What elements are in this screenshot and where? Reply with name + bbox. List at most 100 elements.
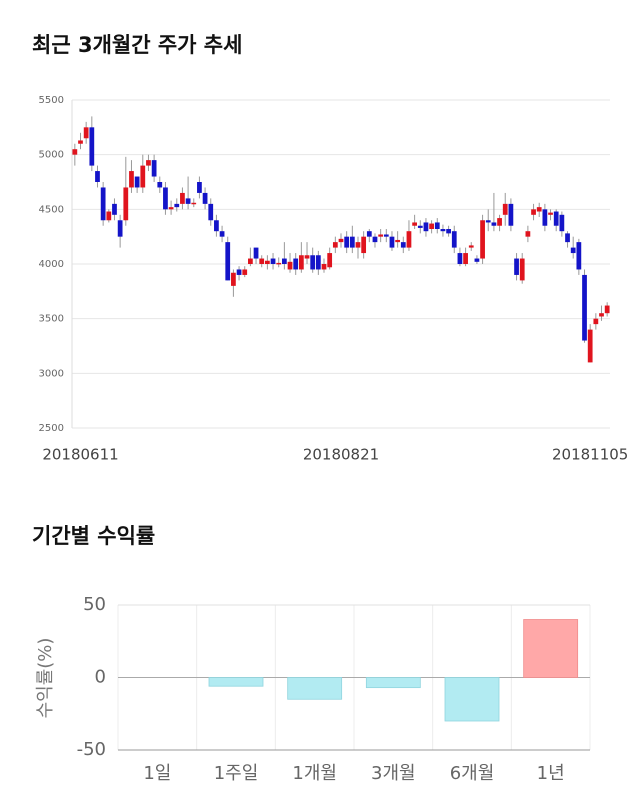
candle-body	[72, 149, 78, 155]
candle-body	[593, 318, 599, 325]
bar	[287, 677, 343, 700]
candle-body	[474, 258, 480, 262]
chart-title: 기간별 수익률	[32, 524, 155, 548]
candle-body	[519, 258, 525, 281]
candle-body	[502, 203, 508, 215]
candle-body	[366, 231, 372, 237]
candle-body	[281, 258, 287, 264]
candle-body	[412, 222, 417, 226]
candle-body	[451, 231, 457, 248]
candle-body	[270, 258, 276, 264]
candle-body	[191, 202, 197, 205]
candle-body	[100, 187, 106, 221]
candle-body	[417, 225, 423, 228]
candle-body	[202, 192, 208, 204]
candle-body	[174, 203, 180, 208]
candle-body	[231, 272, 236, 286]
candle-body	[395, 239, 401, 243]
candle-body	[548, 212, 553, 215]
candle-body	[259, 258, 265, 264]
candle-body	[570, 247, 576, 254]
candle-body	[468, 245, 474, 248]
candle-body	[553, 211, 559, 226]
candle-body	[349, 236, 355, 248]
candle-body	[298, 255, 304, 270]
candle-body	[497, 218, 502, 226]
candle-body	[163, 187, 168, 210]
candle-body	[457, 253, 463, 264]
candle-body	[123, 187, 129, 221]
candle-body	[361, 236, 367, 254]
candle-body	[434, 222, 440, 230]
y-tick-label: -50	[77, 739, 106, 760]
candle-body	[185, 198, 191, 204]
y-tick-label: 4000	[39, 259, 64, 270]
candle-body	[78, 140, 83, 144]
candle-body	[480, 220, 485, 259]
candle-body	[508, 203, 514, 226]
candle-body	[287, 261, 293, 270]
candle-body	[525, 231, 531, 237]
candle-body	[197, 182, 202, 193]
candle-body	[83, 127, 89, 139]
candle-body	[565, 233, 570, 243]
candle-body	[265, 260, 270, 264]
candle-body	[225, 242, 231, 281]
candle-body	[531, 209, 536, 215]
candle-body	[293, 258, 299, 270]
x-tick-label: 1년	[537, 763, 565, 784]
candle-body	[559, 214, 565, 232]
y-tick-label: 3500	[39, 314, 64, 325]
candle-body	[389, 236, 395, 248]
candle-body	[514, 258, 519, 275]
candle-body	[214, 220, 219, 232]
chart-title: 최근 3개월간 주가 추세	[32, 33, 242, 57]
candle-body	[378, 234, 384, 237]
candle-body	[248, 258, 253, 264]
y-tick-label: 2500	[39, 423, 64, 434]
candle-body	[95, 171, 100, 182]
candle-body	[542, 209, 548, 226]
candle-body	[276, 262, 282, 265]
x-tick-label: 20181105	[552, 446, 628, 464]
y-tick-label: 5000	[39, 150, 64, 161]
candle-body	[310, 255, 316, 270]
candle-body	[400, 242, 406, 248]
candle-body	[106, 211, 112, 221]
candle-body	[599, 313, 604, 317]
candle-body	[304, 255, 310, 259]
candle-body	[236, 269, 242, 275]
y-axis-label: 수익률(%)	[35, 638, 56, 719]
candle-body	[315, 255, 321, 270]
candle-body	[117, 220, 123, 237]
x-tick-label: 20180821	[303, 446, 379, 464]
candle-body	[89, 127, 95, 166]
candle-body	[463, 253, 468, 264]
candle-body	[604, 305, 610, 314]
x-tick-label: 3개월	[371, 763, 416, 784]
candle-body	[338, 238, 344, 243]
bar	[444, 677, 500, 722]
bar	[208, 677, 264, 687]
candle-body	[423, 222, 429, 232]
candle-body	[253, 247, 259, 259]
bar	[523, 619, 579, 678]
candle-body	[582, 274, 587, 341]
candle-body	[491, 222, 497, 226]
candle-body	[332, 242, 338, 248]
candle-body	[344, 236, 350, 248]
x-tick-label: 1주일	[214, 763, 259, 784]
candle-body	[140, 165, 146, 188]
candle-body	[383, 234, 389, 237]
candle-body	[157, 182, 163, 188]
bar	[365, 677, 421, 689]
y-tick-label: 0	[95, 667, 106, 688]
candle-body	[242, 269, 248, 275]
candle-body	[146, 160, 151, 166]
x-tick-label: 1개월	[292, 763, 337, 784]
candle-body	[485, 220, 491, 223]
candle-body	[372, 236, 378, 243]
y-tick-label: 4500	[39, 204, 64, 215]
candle-body	[327, 253, 333, 268]
candle-body	[587, 329, 593, 363]
